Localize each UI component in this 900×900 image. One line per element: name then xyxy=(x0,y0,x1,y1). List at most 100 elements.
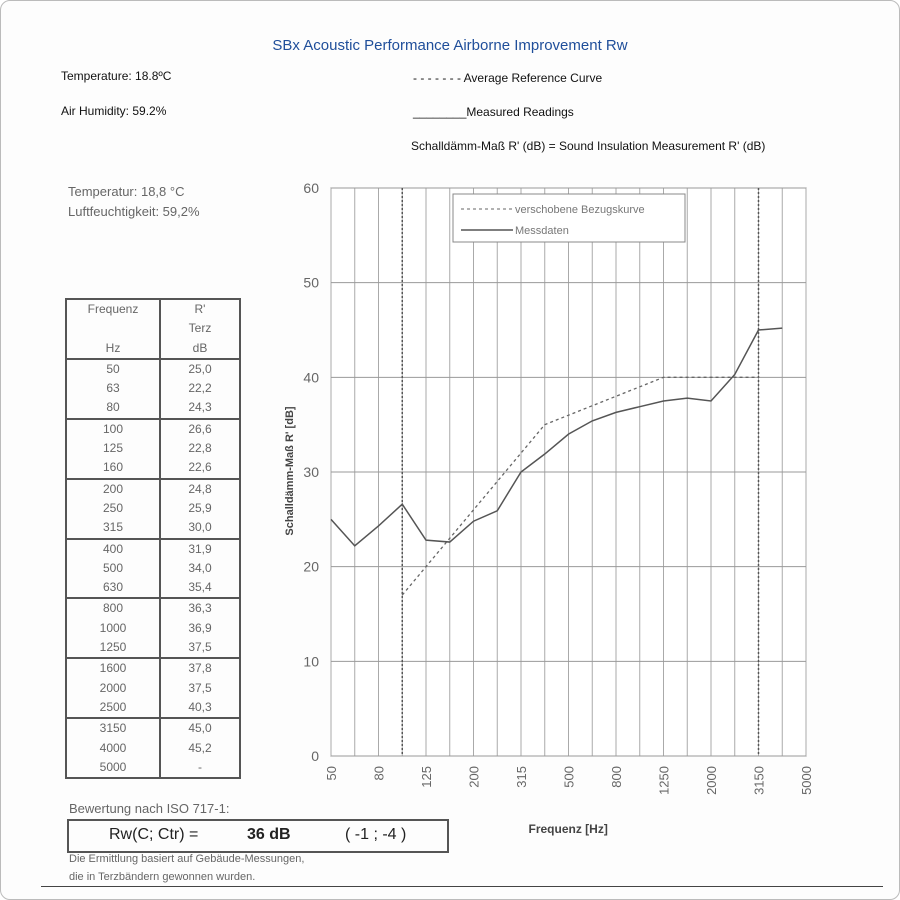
table-row: 1000 36,9 xyxy=(66,618,240,639)
value-cell: 45,0 xyxy=(160,717,240,739)
th-hz: Hz xyxy=(66,338,161,359)
table-row: 400 31,9 xyxy=(66,537,240,559)
humidity-label: Air Humidity: 59.2% xyxy=(61,104,167,118)
legend-box xyxy=(452,193,686,243)
value-cell: 30,0 xyxy=(188,520,212,535)
table-row: 500 34,0 xyxy=(66,558,240,579)
y-tick-label: 10 xyxy=(303,653,319,669)
legend-average: - - - - - - - Average Reference Curve xyxy=(413,71,603,85)
table-row: 630 35,4 xyxy=(66,578,240,599)
freq-cell: 500 xyxy=(66,558,161,579)
value-cell: 31,9 xyxy=(160,537,240,559)
freq-cell: 1000 xyxy=(66,618,161,639)
value-cell: 45,2 xyxy=(188,740,212,755)
value-cell: 26,6 xyxy=(160,417,240,440)
legend-measured: ________Measured Readings xyxy=(413,105,574,119)
value-cell: 36,9 xyxy=(188,620,212,635)
rw-terms: ( -1 ; -4 ) xyxy=(345,826,407,843)
value-cell: 35,4 xyxy=(188,580,212,595)
freq-cell: 200 xyxy=(66,477,161,499)
x-tick-label: 800 xyxy=(609,766,624,788)
table-row: 1600 37,8 xyxy=(66,657,240,679)
x-tick-label: 125 xyxy=(419,766,434,788)
freq-cell: 630 xyxy=(66,578,161,599)
table-row: 200 24,8 xyxy=(66,477,240,499)
table-row: 3150 45,0 xyxy=(66,717,240,739)
table-row: 100 26,6 xyxy=(66,417,240,440)
value-cell: 37,5 xyxy=(188,640,212,655)
value-cell: 37,8 xyxy=(160,657,240,679)
th-freq: Frequenz xyxy=(66,299,161,320)
value-cell: 24,8 xyxy=(160,477,240,499)
freq-cell: 400 xyxy=(66,537,161,559)
freq-cell: 3150 xyxy=(66,717,161,739)
freq-cell: 2500 xyxy=(66,697,161,719)
freq-cell: 1600 xyxy=(66,657,161,679)
x-tick-label: 200 xyxy=(467,766,482,788)
y-axis-label: Schalldämm-Maß R' [dB] xyxy=(284,406,296,535)
table-row: 5000 - xyxy=(66,757,240,779)
scan-temperature: Temperatur: 18,8 °C xyxy=(68,184,185,199)
value-cell: 25,0 xyxy=(160,357,240,380)
rw-value: 36 dB xyxy=(247,826,291,843)
value-cell: 40,3 xyxy=(188,699,212,714)
table-row: 125 22,8 xyxy=(66,439,240,459)
y-tick-label: 40 xyxy=(303,369,319,385)
footnote-2: die in Terzbändern gewonnen wurden. xyxy=(69,871,256,883)
freq-cell: 125 xyxy=(66,439,161,459)
rw-box: Rw(C; Ctr) = 36 dB ( -1 ; -4 ) xyxy=(67,819,449,853)
freq-cell: 4000 xyxy=(66,738,161,758)
freq-cell: 2000 xyxy=(66,678,161,698)
bewertung-label: Bewertung nach ISO 717-1: xyxy=(69,801,230,816)
value-cell: 22,8 xyxy=(188,441,212,456)
data-table: Frequenz R' Terz Hz dB 50 25,0 63 22,2 80 24,3 1… xyxy=(65,298,241,780)
table-row: 250 25,9 xyxy=(66,498,240,519)
temperature-label: Temperature: 18.8ºC xyxy=(61,69,172,83)
value-cell: 22,6 xyxy=(188,460,212,475)
legend-meas-label: Messdaten xyxy=(515,225,569,237)
table-row: 2000 37,5 xyxy=(66,678,240,698)
x-axis-label: Frequenz [Hz] xyxy=(529,822,608,836)
table-row: 800 36,3 xyxy=(66,597,240,619)
table-row: 50 25,0 xyxy=(66,357,240,380)
table-row: 315 30,0 xyxy=(66,518,240,539)
freq-cell: 315 xyxy=(66,518,161,539)
x-tick-label: 2000 xyxy=(704,766,719,795)
x-tick-label: 5000 xyxy=(799,766,814,795)
table-row: 2500 40,3 xyxy=(66,697,240,719)
freq-cell: 50 xyxy=(66,357,161,380)
reference-curve xyxy=(401,376,759,596)
table-row: 80 24,3 xyxy=(66,398,240,419)
freq-cell: 100 xyxy=(66,417,161,440)
freq-cell: 800 xyxy=(66,597,161,619)
value-cell: 34,0 xyxy=(188,560,212,575)
value-cell: 37,5 xyxy=(188,680,212,695)
x-tick-label: 315 xyxy=(514,766,529,788)
footnote-1: Die Ermittlung basiert auf Gebäude-Messu… xyxy=(69,853,305,865)
freq-cell: 1250 xyxy=(66,638,161,659)
x-tick-label: 3150 xyxy=(752,766,767,795)
legend-ref-label: verschobene Bezugskurve xyxy=(515,204,645,216)
freq-cell: 160 xyxy=(66,458,161,479)
page-title: SBx Acoustic Performance Airborne Improv… xyxy=(272,37,628,54)
freq-cell: 5000 xyxy=(66,757,161,779)
x-tick-label: 80 xyxy=(372,766,387,780)
freq-cell: 250 xyxy=(66,498,161,519)
scan-humidity: Luftfeuchtigkeit: 59,2% xyxy=(68,204,200,219)
th-r: R' xyxy=(194,302,206,316)
table-row: 1250 37,5 xyxy=(66,638,240,659)
table-row: 160 22,6 xyxy=(66,458,240,479)
x-tick-label: 1250 xyxy=(657,766,672,795)
y-tick-label: 20 xyxy=(303,559,319,575)
table-row: 63 22,2 xyxy=(66,379,240,399)
value-cell: 22,2 xyxy=(188,381,212,396)
bottom-rule xyxy=(41,886,883,887)
units-note: Schalldämm-Maß R' (dB) = Sound Insulatio… xyxy=(411,139,766,153)
y-tick-label: 50 xyxy=(303,275,319,291)
value-cell: 24,3 xyxy=(188,400,212,415)
freq-cell: 80 xyxy=(66,398,161,419)
table-row: 4000 45,2 xyxy=(66,738,240,758)
th-terz: Terz xyxy=(188,321,212,336)
